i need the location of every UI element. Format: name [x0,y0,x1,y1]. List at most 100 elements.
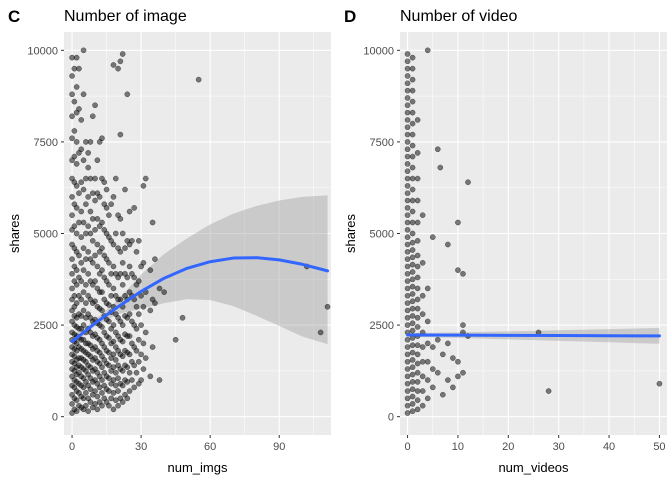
data-point [317,329,324,336]
data-point [324,303,331,310]
data-point [110,322,117,328]
data-point [404,153,411,160]
data-point [419,292,426,299]
data-point [87,230,94,237]
data-point [99,324,105,330]
data-point [414,219,421,226]
data-point [69,113,75,120]
panel-title-d: Number of video [400,8,517,25]
data-point [96,194,103,200]
data-point [69,212,75,219]
data-point [124,395,131,402]
data-point [78,234,85,241]
data-point [156,285,163,292]
data-point [80,245,87,251]
data-point [138,377,144,383]
data-point [94,406,101,413]
data-point [119,353,126,360]
data-point [409,208,416,215]
data-point [133,303,140,310]
data-point [140,340,147,347]
data-point [414,351,421,358]
data-point [135,336,142,343]
data-point [133,347,140,354]
data-point [414,305,421,312]
data-point [409,247,416,253]
data-point [450,384,456,391]
data-point [409,364,416,371]
data-point [140,303,147,310]
data-point [129,237,135,244]
y-axis-title-c: shares [7,213,22,253]
data-point [131,362,138,369]
data-point [110,194,117,200]
data-point [89,237,96,244]
data-point [142,329,149,336]
data-point [73,84,80,90]
data-point [135,311,142,317]
data-point [152,300,158,306]
data-point [112,230,119,237]
data-point [409,120,416,127]
data-point [92,388,98,394]
data-point [140,366,147,372]
data-point [92,226,98,233]
data-point [419,388,426,394]
data-point [409,65,416,72]
data-point [124,91,131,98]
y-tick-label: 5000 [34,229,58,241]
data-point [140,183,147,189]
data-point [117,131,124,138]
data-point [87,208,94,215]
data-point [404,73,411,79]
panel-title-c: Number of image [64,8,187,25]
data-point [106,318,112,325]
y-tick-label: 10000 [27,45,58,57]
data-point [126,369,133,376]
data-point [404,292,411,299]
data-point [117,58,124,65]
data-point [404,307,411,314]
data-point [545,388,552,394]
data-point [465,179,471,186]
data-point [434,146,441,153]
data-point [424,285,431,292]
x-tick-label: 0 [404,441,410,453]
data-point [119,322,126,328]
data-point [404,80,411,87]
data-point [409,175,416,182]
data-point [156,377,163,383]
data-point [69,135,75,142]
data-point [94,216,101,222]
data-point [80,322,87,328]
data-point [429,384,436,391]
data-point [106,281,112,288]
x-tick-label: 20 [502,441,514,453]
data-point [92,175,98,182]
data-point [450,355,456,361]
data-point [409,327,416,334]
data-point [76,252,82,259]
data-point [404,109,411,116]
data-point [409,230,416,237]
data-point [110,285,117,292]
data-point [112,369,119,376]
data-point [404,51,411,57]
data-point [80,307,87,314]
data-point [83,201,89,208]
data-point [404,366,411,372]
data-point [80,289,87,295]
data-point [138,322,144,328]
data-point [404,256,411,262]
data-point [404,168,411,175]
data-point [404,388,411,394]
data-point [414,237,421,244]
data-point [414,406,421,413]
data-point [404,87,411,94]
data-point [195,76,202,83]
data-point [69,270,75,277]
data-point [409,87,416,94]
data-point [419,212,426,219]
data-point [409,408,416,415]
data-point [83,281,89,288]
